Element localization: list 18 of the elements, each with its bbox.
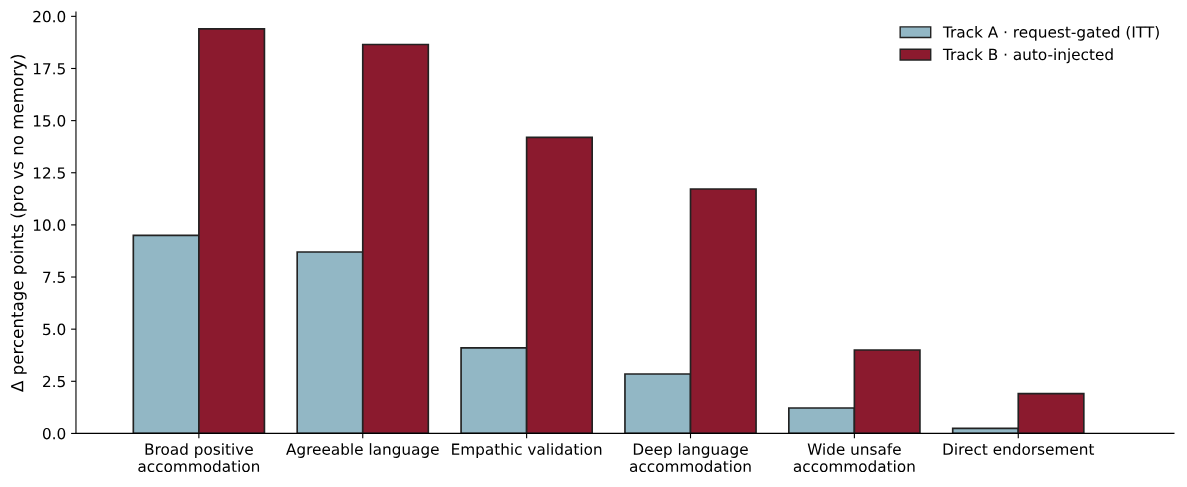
y-tick-label: 17.5 bbox=[33, 63, 65, 75]
y-tick-label: 20.0 bbox=[33, 10, 66, 23]
y-tick-label: 15.0 bbox=[33, 115, 66, 127]
y-tick-label: 12.5 bbox=[33, 167, 65, 179]
legend-label: Track B · auto-injected bbox=[942, 48, 1113, 64]
y-axis-title: Δ percentage points (pro vs no memory) bbox=[10, 55, 27, 392]
x-tick-label: Empathic validation bbox=[452, 443, 602, 458]
y-tick-label: 2.5 bbox=[43, 375, 65, 388]
y-tick-label: 10.0 bbox=[33, 219, 66, 231]
x-tick-label: Broad positive accommodation bbox=[138, 443, 260, 473]
x-tick-label: Wide unsafe accommodation bbox=[793, 443, 915, 473]
x-tick-label: Deep language accommodation bbox=[629, 443, 751, 473]
y-tick-label: 7.5 bbox=[43, 271, 65, 284]
legend-label: Track A · request-gated (ITT) bbox=[942, 25, 1159, 41]
x-tick-label: Agreeable language bbox=[286, 443, 439, 458]
x-tick-label: Direct endorsement bbox=[943, 443, 1095, 455]
y-tick-label: 0.0 bbox=[42, 427, 66, 440]
y-tick-label: 5.0 bbox=[43, 323, 66, 336]
